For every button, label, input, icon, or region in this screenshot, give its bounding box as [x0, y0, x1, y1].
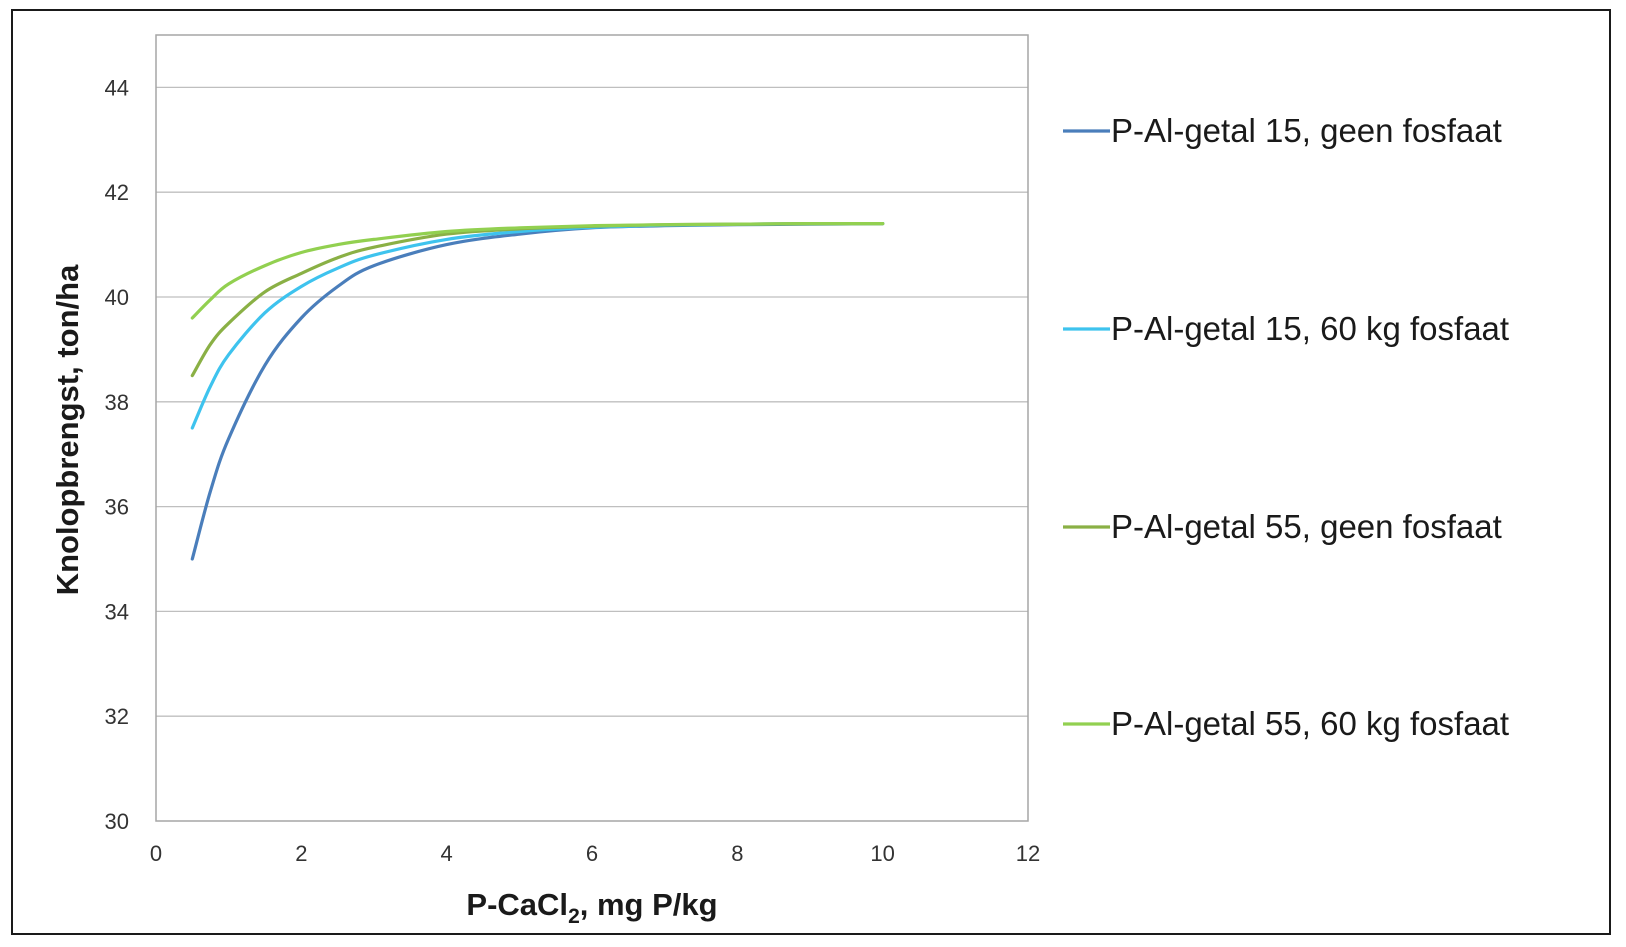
x-tick-label: 2	[295, 841, 307, 866]
x-axis-title-subscript: 2	[568, 905, 580, 928]
y-axis-title: Knolopbrengst, ton/ha	[50, 264, 85, 595]
y-tick-labels: 30 32 34 36 38 40 42 44	[105, 75, 129, 834]
x-tick-label: 0	[150, 841, 162, 866]
x-tick-label: 12	[1016, 841, 1040, 866]
y-tick-label: 30	[105, 809, 129, 834]
x-axis-title-main: P-CaCl	[466, 887, 568, 922]
x-tick-label: 6	[586, 841, 598, 866]
series-layer	[190, 221, 885, 561]
y-tick-label: 36	[105, 495, 129, 520]
y-tick-label: 44	[105, 75, 129, 100]
y-tick-label: 34	[105, 599, 129, 624]
series-line-4	[190, 221, 885, 320]
y-tick-label: 38	[105, 390, 129, 415]
legend-label-4: P-Al-getal 55, 60 kg fosfaat	[1111, 705, 1509, 742]
legend-label-1: P-Al-getal 15, geen fosfaat	[1111, 112, 1502, 149]
y-tick-label: 42	[105, 180, 129, 205]
x-tick-label: 8	[731, 841, 743, 866]
series-line-1	[190, 222, 885, 561]
x-tick-label: 4	[441, 841, 453, 866]
grid-layer	[156, 86, 1028, 717]
x-axis-title-rest: , mg P/kg	[580, 887, 718, 922]
chart-frame	[11, 9, 1611, 935]
legend-label-2: P-Al-getal 15, 60 kg fosfaat	[1111, 310, 1509, 347]
legend-label-3: P-Al-getal 55, geen fosfaat	[1111, 508, 1502, 545]
y-tick-label: 32	[105, 704, 129, 729]
plot-area-border	[155, 34, 1029, 822]
series-line-3	[190, 221, 885, 378]
x-tick-labels: 0 2 4 6 8 10 12	[150, 841, 1040, 866]
x-tick-label: 10	[870, 841, 894, 866]
y-tick-label: 40	[105, 285, 129, 310]
legend: P-Al-getal 15, geen fosfaat P-Al-getal 15…	[1063, 112, 1509, 742]
x-axis-title: P-CaCl2, mg P/kg	[466, 887, 717, 928]
